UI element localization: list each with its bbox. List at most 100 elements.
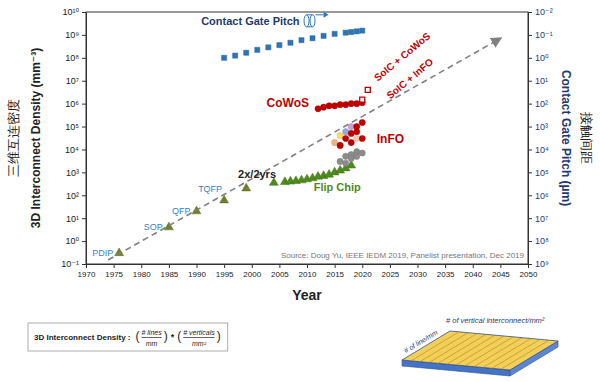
- tick: 10⁶: [65, 99, 86, 109]
- tick-label: 10⁻²: [535, 7, 553, 17]
- tick-label: 10⁸: [535, 236, 549, 246]
- tick-label: 10²: [535, 99, 548, 109]
- tick: 10⁷: [66, 76, 86, 86]
- tick: 10⁴: [528, 145, 549, 155]
- plot-marks: [108, 28, 500, 260]
- marker: [354, 129, 360, 135]
- tick-mark: [528, 172, 532, 173]
- diagram-label: # of vertical interconnect/mm²: [446, 316, 545, 325]
- y-axis-title: 3D Interconnect Density (mm⁻³): [29, 48, 43, 228]
- tick-mark: [82, 241, 86, 242]
- tick-label: 10⁰: [65, 236, 79, 246]
- y2-axis-line: [528, 13, 529, 265]
- marker: [343, 160, 349, 166]
- slab-line: [456, 336, 504, 365]
- marker: [277, 43, 282, 48]
- tick-mark: [82, 35, 86, 36]
- tick: 2010: [299, 264, 317, 279]
- tick-mark: [445, 264, 446, 268]
- series-label: 2x/2yrs: [238, 168, 276, 180]
- tick: 10⁸: [528, 236, 549, 246]
- tick: 10²: [66, 191, 86, 201]
- tick: 2015: [326, 264, 344, 279]
- tick-label: 10⁸: [65, 53, 79, 63]
- y2-axis-title-cn: 接触间距: [579, 112, 594, 164]
- marker: [299, 38, 304, 43]
- tick: 2045: [492, 264, 510, 279]
- marker: [343, 102, 349, 108]
- tick: 10³: [528, 122, 548, 132]
- tick-label: 2015: [326, 270, 344, 279]
- tick-label: 10⁶: [535, 191, 549, 201]
- series-label: Contact Gate Pitch: [201, 15, 300, 27]
- tick-label: 2045: [492, 270, 510, 279]
- slab-line: [465, 337, 513, 366]
- tick: 10⁻²: [528, 7, 553, 17]
- tick-mark: [169, 264, 170, 268]
- tick-label: 2000: [243, 270, 261, 279]
- tick-mark: [528, 35, 532, 36]
- marker: [354, 29, 359, 34]
- tick-label: 2010: [299, 270, 317, 279]
- series-label: Flip Chip: [314, 181, 361, 193]
- formula-text: 3D Interconnect Density :: [34, 333, 130, 342]
- marker: [360, 97, 365, 102]
- marker: [244, 50, 249, 55]
- tick-label: 10³: [535, 122, 548, 132]
- slab-line: [447, 335, 495, 364]
- series-labels: PDIPSOPQFPTQFPFlip ChipInFOCoWoSSoIC + I…: [92, 12, 435, 258]
- series-label: TQFP: [198, 184, 222, 194]
- marker: [359, 135, 365, 141]
- tick: 1995: [216, 264, 234, 279]
- marker: [343, 153, 349, 159]
- tick-label: 10³: [66, 168, 79, 178]
- marker: [343, 135, 349, 141]
- tick-mark: [528, 264, 532, 265]
- tick-label: 10⁴: [65, 145, 79, 155]
- tick: 10⁷: [528, 214, 548, 224]
- chart-root: 1970197519801985199019952000200520102015…: [0, 0, 600, 382]
- marker: [337, 142, 343, 148]
- formula-denominator: mm: [146, 340, 158, 347]
- tick-label: 2040: [464, 270, 482, 279]
- tick-label: 10⁹: [65, 30, 79, 40]
- tick-label: 2020: [354, 270, 372, 279]
- tick: 10¹: [66, 214, 86, 224]
- formula-frame: [28, 323, 228, 351]
- tick-label: 10⁵: [65, 122, 79, 132]
- y-axis-line: [86, 13, 87, 265]
- tick: 1970: [78, 264, 96, 279]
- tick-label: 10⁹: [535, 259, 549, 269]
- tick: 10⁹: [65, 30, 86, 40]
- series-label: InFO: [377, 132, 404, 146]
- marker: [354, 135, 360, 141]
- tick: 2000: [243, 264, 261, 279]
- tick: 10⁴: [65, 145, 86, 155]
- series-label: PDIP: [92, 248, 113, 258]
- tick-label: 2030: [409, 270, 427, 279]
- formula-denominator: mm²: [192, 340, 207, 347]
- marker: [348, 123, 354, 129]
- tick-mark: [82, 58, 86, 59]
- y2-axis: 10⁻²10⁻¹10⁰10¹10²10³10⁴10⁵10⁶10⁷10⁸10⁹: [528, 7, 553, 269]
- tick: 2020: [354, 264, 372, 279]
- tick-mark: [82, 104, 86, 105]
- tick-label: 2025: [381, 270, 399, 279]
- marker: [320, 104, 326, 110]
- tick-mark: [82, 195, 86, 196]
- tick-label: 10¹: [535, 76, 548, 86]
- tick-label: 10¹⁰: [62, 7, 79, 17]
- tick-mark: [279, 264, 280, 268]
- tick: 10³: [66, 168, 86, 178]
- tick-mark: [528, 81, 532, 82]
- tick-mark: [82, 218, 86, 219]
- marker: [332, 103, 338, 109]
- tick-label: 1970: [78, 270, 96, 279]
- marker: [354, 101, 360, 107]
- tick: 2025: [381, 264, 399, 279]
- tick: 1990: [188, 264, 206, 279]
- tick-mark: [473, 264, 474, 268]
- tick-mark: [390, 264, 391, 268]
- tick-label: 1980: [133, 270, 151, 279]
- tick-mark: [528, 149, 532, 150]
